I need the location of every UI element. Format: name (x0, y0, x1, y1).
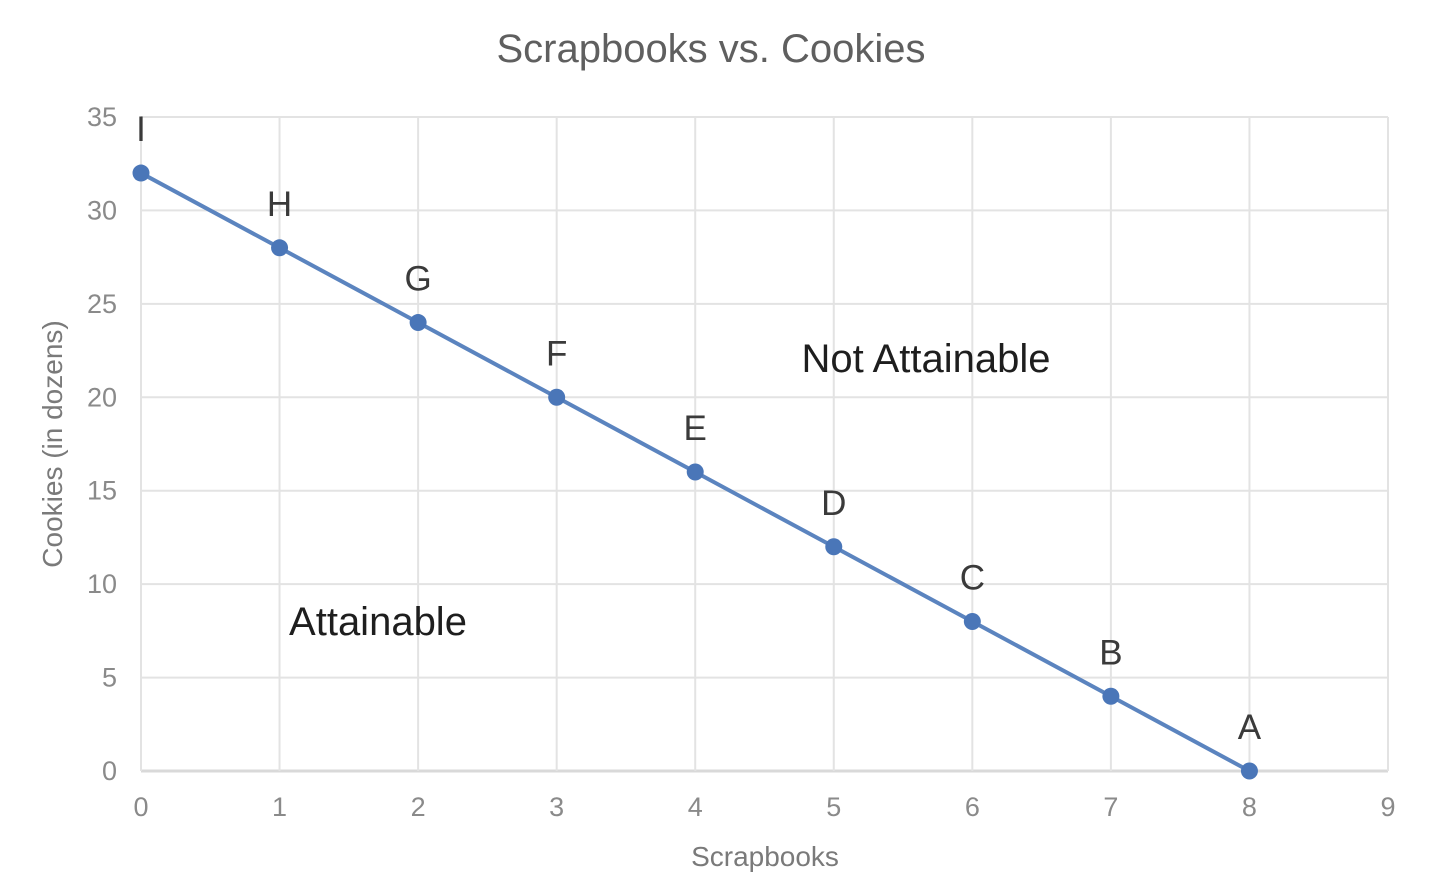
data-point-e (686, 463, 704, 481)
gridlines (140, 116, 1389, 773)
x-tick-label: 2 (411, 792, 426, 822)
y-tick-label: 5 (102, 663, 117, 693)
x-tick-label: 8 (1242, 792, 1257, 822)
y-axis-label: Cookies (in dozens) (37, 320, 68, 567)
data-point-d (825, 538, 843, 556)
point-label-f: F (546, 334, 567, 373)
y-tick-label: 35 (87, 102, 117, 132)
data-point-i (132, 164, 150, 182)
y-tick-label: 15 (87, 476, 117, 506)
data-point-c (963, 613, 981, 631)
y-tick-label: 30 (87, 195, 117, 225)
chart-title: Scrapbooks vs. Cookies (496, 27, 925, 71)
y-axis-ticks: 0 5 10 15 20 25 30 35 (87, 102, 117, 786)
x-axis-ticks: 0 1 2 3 4 5 6 7 8 9 (133, 792, 1395, 822)
x-tick-label: 3 (549, 792, 564, 822)
data-point-g (409, 314, 427, 332)
x-axis-label: Scrapbooks (691, 841, 839, 872)
point-label-d: D (821, 484, 846, 523)
point-label-h: H (267, 185, 292, 224)
attainable-label: Attainable (289, 600, 467, 644)
data-point-h (271, 239, 289, 257)
not-attainable-label: Not Attainable (801, 337, 1050, 381)
data-point-a (1240, 762, 1258, 780)
ppf-series (132, 164, 1258, 780)
x-tick-label: 4 (688, 792, 703, 822)
x-tick-label: 0 (133, 792, 148, 822)
x-tick-label: 1 (272, 792, 287, 822)
x-tick-label: 5 (826, 792, 841, 822)
point-label-i: I (136, 110, 146, 149)
y-tick-label: 20 (87, 382, 117, 412)
x-tick-label: 6 (965, 792, 980, 822)
y-tick-label: 25 (87, 289, 117, 319)
x-tick-label: 9 (1380, 792, 1395, 822)
data-point-f (548, 388, 566, 406)
y-tick-label: 10 (87, 569, 117, 599)
point-label-g: G (404, 260, 431, 299)
data-point-b (1102, 687, 1120, 705)
point-label-c: C (960, 559, 985, 598)
point-label-e: E (684, 409, 707, 448)
point-label-a: A (1238, 708, 1262, 747)
point-labels: I H G F E D C B A (136, 110, 1262, 747)
point-label-b: B (1099, 633, 1122, 672)
x-tick-label: 7 (1103, 792, 1118, 822)
y-tick-label: 0 (102, 756, 117, 786)
